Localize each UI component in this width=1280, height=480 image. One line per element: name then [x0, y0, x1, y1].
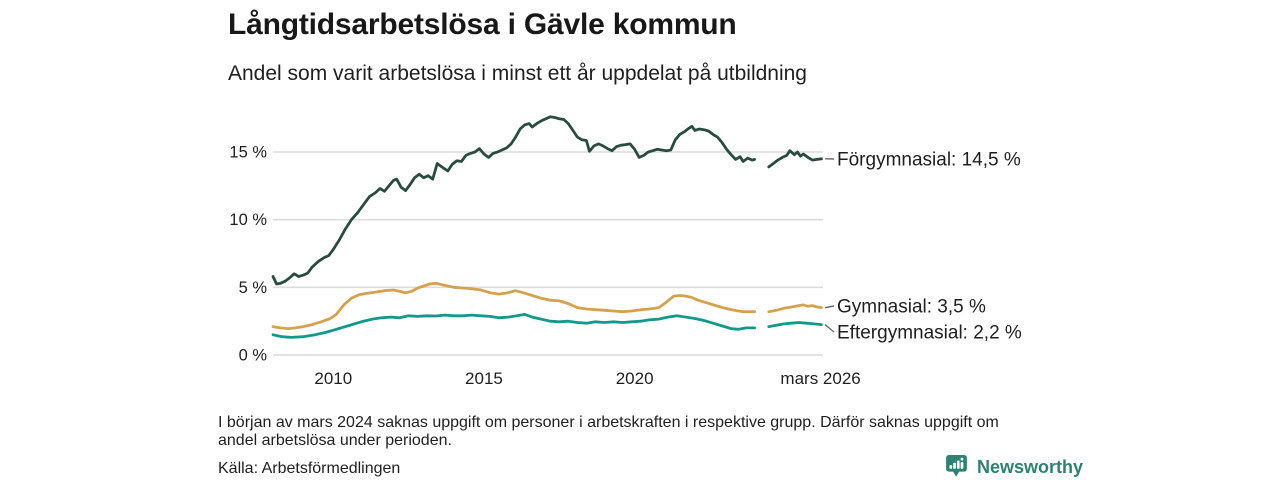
- footnote-line-1: I början av mars 2024 saknas uppgift om …: [218, 414, 999, 431]
- y-tick-label: 15 %: [229, 144, 267, 162]
- x-tick-label: 2020: [616, 369, 654, 388]
- series-end-label-gymnasial: Gymnasial: 3,5 %: [837, 297, 986, 318]
- x-tick-label: 2015: [465, 369, 503, 388]
- series-line-gymnasial: [271, 281, 756, 331]
- series-line-eftergymnasial: [767, 321, 823, 329]
- y-tick-label: 0 %: [239, 347, 268, 365]
- series-line-gymnasial: [767, 303, 823, 314]
- footnote-line-2: andel arbetslösa under perioden.: [218, 432, 452, 449]
- series-end-label-förgymnasial: Förgymnasial: 14,5 %: [837, 150, 1021, 171]
- source-note: Källa: Arbetsförmedlingen: [218, 460, 401, 477]
- page-subtitle: Andel som varit arbetslösa i minst ett å…: [228, 62, 807, 85]
- newsworthy-badge-icon: [946, 455, 967, 477]
- label-leader-line: [824, 305, 835, 309]
- chart-footnote: I början av mars 2024 saknas uppgift om …: [218, 414, 1058, 450]
- y-tick-label: 5 %: [239, 279, 268, 297]
- y-tick-label: 10 %: [229, 211, 267, 229]
- x-tick-label: mars 2026: [780, 369, 860, 388]
- series-line-förgymnasial: [271, 115, 756, 286]
- x-tick-label: 2010: [314, 369, 352, 388]
- newsworthy-wordmark: Newsworthy: [977, 456, 1084, 477]
- newsworthy-logo: Newsworthy: [944, 454, 1083, 480]
- series-end-label-eftergymnasial: Eftergymnasial: 2,2 %: [837, 323, 1022, 344]
- series-line-förgymnasial: [767, 149, 823, 169]
- label-leader-line: [824, 324, 835, 333]
- page-title: Långtidsarbetslösa i Gävle kommun: [228, 8, 737, 41]
- series-line-eftergymnasial: [271, 312, 756, 339]
